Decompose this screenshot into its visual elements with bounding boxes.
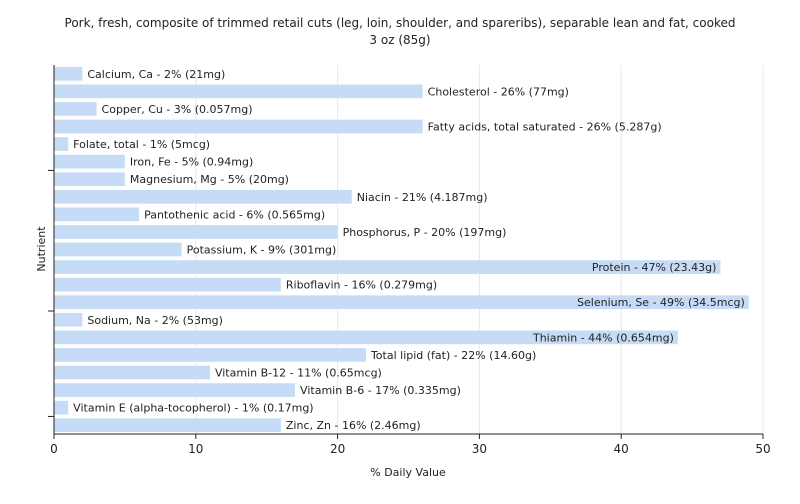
bar-label: Thiamin - 44% (0.654mg) — [532, 331, 674, 344]
bar-label: Zinc, Zn - 16% (2.46mg) — [286, 419, 421, 432]
bar-label: Potassium, K - 9% (301mg) — [187, 244, 337, 257]
bar-label: Folate, total - 1% (5mcg) — [73, 138, 210, 151]
x-tick-label-4: 40 — [614, 442, 629, 456]
bar-label: Total lipid (fat) - 22% (14.60g) — [370, 349, 536, 362]
x-tick-label-0: 0 — [50, 442, 58, 456]
bar-label: Vitamin E (alpha-tocopherol) - 1% (0.17m… — [73, 402, 313, 415]
bar-label: Calcium, Ca - 2% (21mg) — [87, 68, 225, 81]
bar-label: Magnesium, Mg - 5% (20mg) — [130, 173, 289, 186]
bar — [54, 400, 69, 415]
bar — [54, 418, 281, 433]
x-tick-label-1: 10 — [188, 442, 203, 456]
bar — [54, 295, 749, 310]
bar — [54, 154, 125, 169]
bar — [54, 84, 423, 99]
y-axis-label: Nutrient — [35, 226, 48, 272]
bars: Calcium, Ca - 2% (21mg) Cholesterol - 26%… — [54, 66, 749, 433]
bar — [54, 260, 721, 274]
bar — [54, 277, 281, 292]
x-axis-label: % Daily Value — [370, 466, 446, 479]
bar — [54, 172, 125, 187]
bar-label: Niacin - 21% (4.187mg) — [357, 191, 488, 204]
bar-label: Protein - 47% (23.43g) — [592, 261, 717, 274]
chart-title-line-1: Pork, fresh, composite of trimmed retail… — [65, 16, 736, 30]
x-tick-label-3: 30 — [472, 442, 487, 456]
axes: 0 10 20 30 40 50 — [48, 65, 771, 456]
bar-label: Phosphorus, P - 20% (197mg) — [343, 226, 507, 239]
chart-title-line-2: 3 oz (85g) — [369, 33, 430, 47]
bar — [54, 348, 366, 362]
bar-label: Selenium, Se - 49% (34.5mcg) — [577, 296, 745, 309]
bar-label: Iron, Fe - 5% (0.94mg) — [130, 156, 253, 169]
bar — [54, 102, 97, 116]
bar-label: Vitamin B-6 - 17% (0.335mg) — [300, 384, 461, 397]
bar-label: Sodium, Na - 2% (53mg) — [87, 314, 223, 327]
bar-label: Riboflavin - 16% (0.279mg) — [286, 279, 437, 292]
bar-label: Vitamin B-12 - 11% (0.65mcg) — [215, 367, 382, 380]
bar — [54, 66, 83, 81]
bar-label: Pantothenic acid - 6% (0.565mg) — [144, 208, 325, 221]
x-tick-label-5: 50 — [755, 442, 770, 456]
bar — [54, 242, 182, 257]
bar-label: Copper, Cu - 3% (0.057mg) — [102, 103, 253, 116]
bar — [54, 189, 352, 204]
bar — [54, 207, 140, 222]
bar — [54, 365, 210, 380]
bar — [54, 312, 83, 327]
bar-label: Fatty acids, total saturated - 26% (5.28… — [428, 121, 662, 134]
bar — [54, 383, 296, 397]
bar — [54, 225, 338, 239]
bar-label: Cholesterol - 26% (77mg) — [428, 85, 569, 98]
bar — [54, 119, 423, 134]
bar — [54, 330, 678, 345]
bar — [54, 137, 69, 151]
x-tick-label-2: 20 — [330, 442, 345, 456]
